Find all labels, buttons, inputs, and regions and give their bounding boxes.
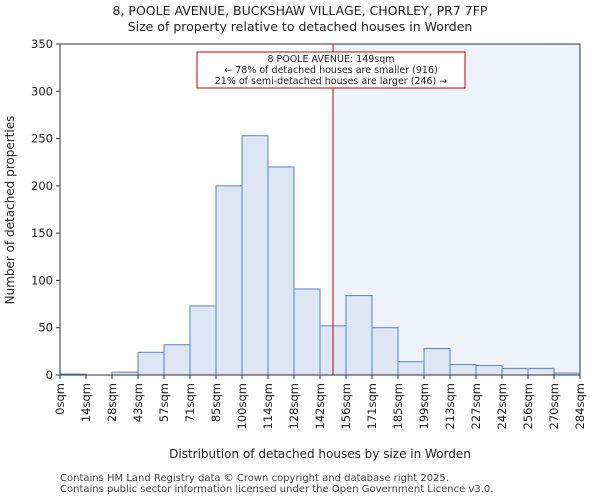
bar-256sqm [527,367,555,376]
x-tick-label-284sqm: 284sqm [573,383,587,429]
x-tick-label-156sqm: 156sqm [339,383,353,429]
x-tick-label-0sqm: 0sqm [53,383,67,415]
x-tick-label-100sqm: 100sqm [235,383,249,429]
y-tick-label-200: 200 [31,179,53,193]
annotation-line-3: 21% of semi-detached houses are larger (… [215,76,448,87]
x-tick-label-185sqm: 185sqm [391,383,405,429]
x-axis-label: Distribution of detached houses by size … [169,447,471,461]
x-tick-label-242sqm: 242sqm [495,383,509,429]
x-tick-label-199sqm: 199sqm [417,383,431,429]
x-tick-label-270sqm: 270sqm [547,383,561,429]
bar-227sqm [475,365,503,376]
x-tick-label-213sqm: 213sqm [443,383,457,429]
bar-114sqm [267,166,295,376]
y-axis-label: Number of detached properties [3,116,17,305]
x-tick-label-57sqm: 57sqm [157,383,171,422]
bar-57sqm [163,344,191,376]
x-tick-label-128sqm: 128sqm [287,383,301,429]
y-tick-label-0: 0 [46,368,53,382]
x-tick-label-71sqm: 71sqm [183,383,197,422]
x-tick-label-43sqm: 43sqm [131,383,145,422]
y-tick-label-100: 100 [31,273,53,287]
bar-156sqm [345,295,373,376]
x-tick-label-85sqm: 85sqm [209,383,223,422]
x-tick-label-227sqm: 227sqm [469,383,483,429]
bar-171sqm [371,327,399,376]
annotation-box: 8 POOLE AVENUE: 149sqm ← 78% of detached… [196,51,466,89]
bar-85sqm [215,185,243,376]
bar-185sqm [397,361,425,376]
y-tick-label-300: 300 [31,84,53,98]
x-tick-label-28sqm: 28sqm [105,383,119,422]
bar-199sqm [423,348,451,376]
footer-line-2: Contains public sector information licen… [60,484,494,495]
chart-title: 8, POOLE AVENUE, BUCKSHAW VILLAGE, CHORL… [113,3,488,18]
y-axis: 0 50 100 150 200 250 300 350 [31,37,60,382]
highlight-region [333,44,580,375]
bars-group [59,135,581,376]
annotation-line-1: 8 POOLE AVENUE: 149sqm [267,54,394,65]
bar-242sqm [501,367,529,376]
y-tick-label-250: 250 [31,132,53,146]
x-tick-label-171sqm: 171sqm [365,383,379,429]
footer-line-1: Contains HM Land Registry data © Crown c… [60,473,449,484]
bar-128sqm [293,288,321,376]
x-tick-label-14sqm: 14sqm [79,383,93,422]
bar-100sqm [241,135,269,376]
y-tick-label-350: 350 [31,37,53,51]
bar-213sqm [449,364,477,376]
y-tick-label-50: 50 [38,321,53,335]
bar-71sqm [189,305,217,376]
y-tick-label-150: 150 [31,226,53,240]
chart-subtitle: Size of property relative to detached ho… [128,19,473,34]
x-axis: 0sqm 14sqm 28sqm 43sqm 57sqm 71sqm 85sqm 100sqm… [53,375,587,429]
x-tick-label-114sqm: 114sqm [261,383,275,429]
plot-frame [59,43,581,376]
annotation-line-2: ← 78% of detached houses are smaller (91… [224,65,437,76]
x-tick-label-256sqm: 256sqm [521,383,535,429]
x-tick-label-142sqm: 142sqm [313,383,327,429]
bar-43sqm [137,351,165,376]
